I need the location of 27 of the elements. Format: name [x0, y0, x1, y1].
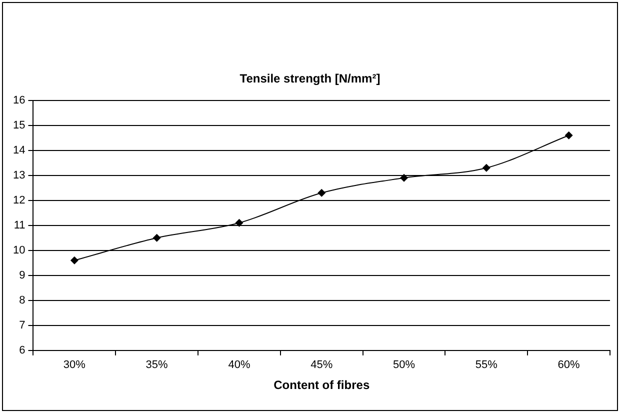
x-axis-title: Content of fibres [274, 378, 370, 392]
x-tick-label: 30% [63, 359, 86, 372]
y-tick-label: 16 [12, 94, 26, 106]
chart-title: Tensile strength [N/mm²] [240, 72, 380, 86]
x-tick-label: 45% [310, 359, 333, 372]
point [400, 174, 408, 182]
y-tick-label: 8 [19, 294, 26, 306]
y-tick-label: 11 [14, 219, 26, 232]
x-tick-label: 50% [392, 359, 416, 372]
point [482, 164, 490, 172]
x-tick-label: 35% [146, 359, 168, 372]
point [235, 218, 244, 227]
y-tick-label: 15 [12, 119, 26, 132]
x-tick-label: 55% [475, 359, 498, 372]
x-tick-label: 40% [228, 359, 250, 372]
y-tick-label: 10 [12, 244, 26, 256]
y-tick-label: 9 [19, 269, 26, 282]
y-tick-label: 7 [19, 319, 26, 332]
point [152, 234, 161, 242]
y-tick-label: 6 [19, 344, 26, 356]
y-tick-label: 13 [12, 169, 26, 182]
point [318, 188, 326, 197]
y-tick-label: 14 [12, 144, 26, 156]
y-tick-label: 12 [12, 194, 26, 206]
point [70, 256, 78, 264]
point [564, 131, 573, 140]
x-tick-label: 60% [558, 359, 580, 372]
